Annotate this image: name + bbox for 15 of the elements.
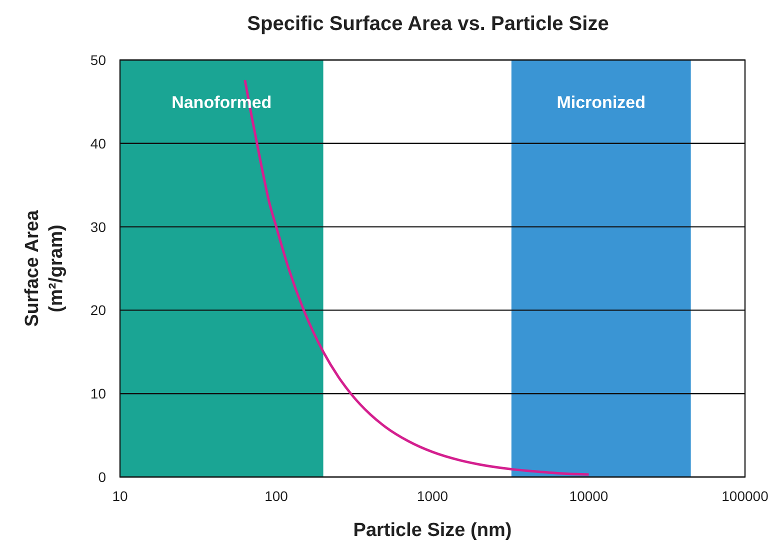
- x-tick-label: 100000: [722, 488, 769, 504]
- chart-title: Specific Surface Area vs. Particle Size: [247, 13, 609, 35]
- x-tick-label: 1000: [416, 488, 448, 504]
- y-tick-label: 10: [90, 386, 106, 402]
- y-tick-label: 30: [90, 218, 106, 235]
- y-axis-title: Surface Area (m²/gram): [22, 210, 67, 327]
- y-tick-label: 50: [90, 52, 106, 68]
- x-tick-label: 100: [264, 488, 288, 504]
- x-axis-title: Particle Size (nm): [353, 520, 512, 541]
- x-tick-label: 10000: [569, 488, 608, 504]
- x-tick-label: 10: [112, 488, 128, 504]
- band-label: Micronized: [556, 93, 646, 112]
- y-tick-label: 20: [90, 302, 106, 318]
- y-tick-label: 0: [98, 469, 106, 485]
- y-tick-label: 40: [90, 135, 106, 152]
